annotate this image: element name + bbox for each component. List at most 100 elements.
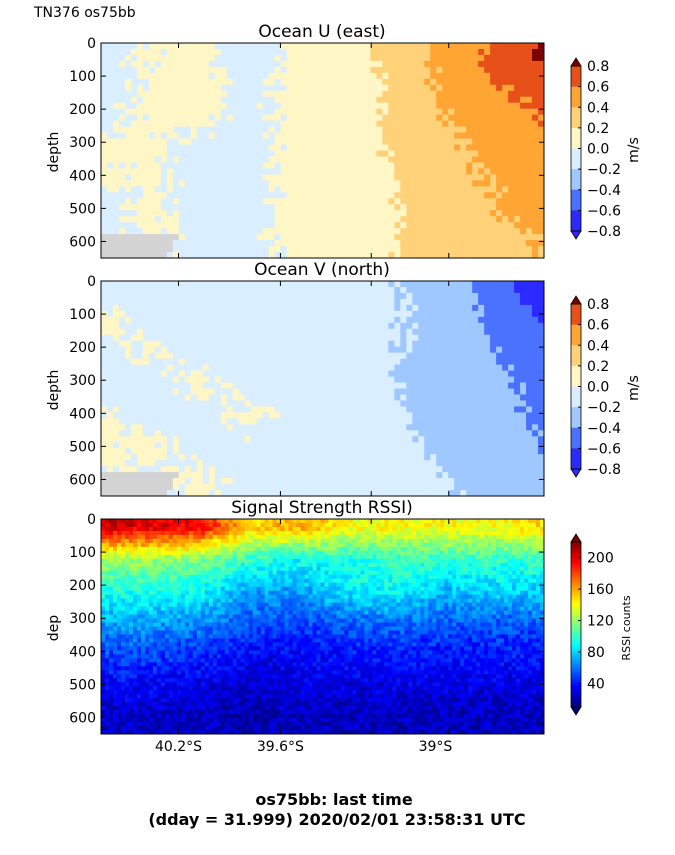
heatmap-cell (424, 198, 431, 205)
heatmap-cell (388, 424, 395, 431)
heatmap-cell (466, 252, 473, 259)
heatmap-cell (412, 352, 419, 360)
heatmap-cell (436, 66, 443, 74)
heatmap-cell (478, 358, 485, 366)
heatmap-cell (364, 210, 371, 217)
heatmap-cell (532, 228, 539, 235)
heatmap-cell (190, 162, 198, 169)
heatmap-cell (298, 304, 306, 312)
heatmap-cell (244, 328, 252, 336)
heatmap-cell (166, 394, 174, 401)
heatmap-cell (472, 192, 479, 199)
heatmap-cell (268, 406, 276, 413)
colorbar-label: m/s (626, 137, 642, 163)
heatmap-cell (130, 132, 138, 140)
heatmap-cell (274, 424, 282, 431)
heatmap-cell (286, 298, 294, 306)
heatmap-cell (328, 448, 335, 455)
heatmap-cell (424, 418, 431, 425)
heatmap-cell (220, 234, 228, 241)
heatmap-cell (430, 168, 437, 175)
heatmap-cell (101, 394, 108, 401)
heatmap-cell (400, 418, 407, 425)
heatmap-cell (154, 234, 162, 241)
heatmap-cell (448, 43, 455, 50)
heatmap-cell (448, 304, 455, 312)
heatmap-cell (328, 298, 335, 306)
heatmap-cell (112, 102, 120, 110)
heatmap-cell (514, 286, 521, 294)
heatmap-cell (328, 281, 335, 288)
heatmap-cell (322, 328, 329, 336)
heatmap-cell (160, 198, 168, 205)
heatmap-cell (292, 120, 300, 128)
heatmap-cell (226, 281, 234, 288)
heatmap-cell (148, 168, 156, 175)
heatmap-cell (130, 304, 138, 312)
heatmap-cell (220, 388, 228, 395)
heatmap-cell (382, 222, 389, 229)
heatmap-cell (286, 60, 294, 68)
heatmap-cell (418, 400, 425, 407)
heatmap-cell (154, 424, 162, 431)
heatmap-cell (166, 228, 174, 235)
heatmap-cell (250, 334, 258, 342)
heatmap-cell (220, 108, 228, 116)
heatmap-cell (262, 84, 270, 92)
heatmap-cell (286, 430, 294, 437)
heatmap-cell (352, 198, 359, 205)
heatmap-cell (256, 222, 264, 229)
heatmap-cell (412, 240, 419, 247)
heatmap-cell (274, 292, 282, 300)
heatmap-cell (178, 78, 186, 86)
heatmap-cell (436, 162, 443, 169)
heatmap-cell (394, 322, 401, 330)
heatmap-cell (292, 108, 300, 116)
heatmap-cell (358, 234, 365, 241)
heatmap-cell (388, 346, 395, 354)
heatmap-cell (196, 286, 204, 294)
heatmap-cell (418, 84, 425, 92)
heatmap-cell (208, 400, 216, 407)
heatmap-cell (101, 442, 108, 449)
heatmap-cell (142, 364, 150, 372)
heatmap-cell (382, 310, 389, 318)
heatmap-cell (364, 48, 371, 56)
heatmap-cell (460, 394, 467, 401)
heatmap-cell (484, 84, 491, 92)
heatmap-cell (514, 430, 521, 437)
heatmap-cell (262, 412, 270, 419)
heatmap-cell (208, 120, 216, 128)
heatmap-cell (424, 281, 431, 288)
heatmap-cell (442, 43, 449, 50)
heatmap-cell (166, 328, 174, 336)
heatmap-cell (124, 228, 132, 235)
heatmap-cell (178, 460, 186, 467)
heatmap-cell (220, 156, 228, 163)
heatmap-cell (340, 43, 347, 50)
heatmap-cell (400, 370, 407, 378)
heatmap-cell (196, 216, 204, 223)
heatmap-cell (514, 292, 521, 300)
heatmap-cell (130, 210, 138, 217)
heatmap-cell (508, 168, 515, 175)
heatmap-cell (292, 204, 300, 211)
heatmap-cell (340, 72, 347, 80)
heatmap-cell (220, 281, 228, 288)
heatmap-cell (334, 228, 341, 235)
heatmap-cell (496, 340, 503, 348)
heatmap-cell (340, 60, 347, 68)
heatmap-cell (538, 234, 545, 241)
heatmap-cell (172, 424, 180, 431)
heatmap-cell (262, 304, 270, 312)
heatmap-cell (244, 316, 252, 324)
heatmap-cell (280, 198, 288, 205)
heatmap-cell (316, 66, 323, 74)
heatmap-cell (250, 322, 258, 330)
heatmap-cell (496, 210, 503, 217)
heatmap-cell (280, 382, 288, 389)
heatmap-cell (286, 304, 294, 312)
heatmap-cell (340, 180, 347, 187)
heatmap-cell (101, 304, 108, 312)
heatmap-cell (238, 54, 246, 62)
